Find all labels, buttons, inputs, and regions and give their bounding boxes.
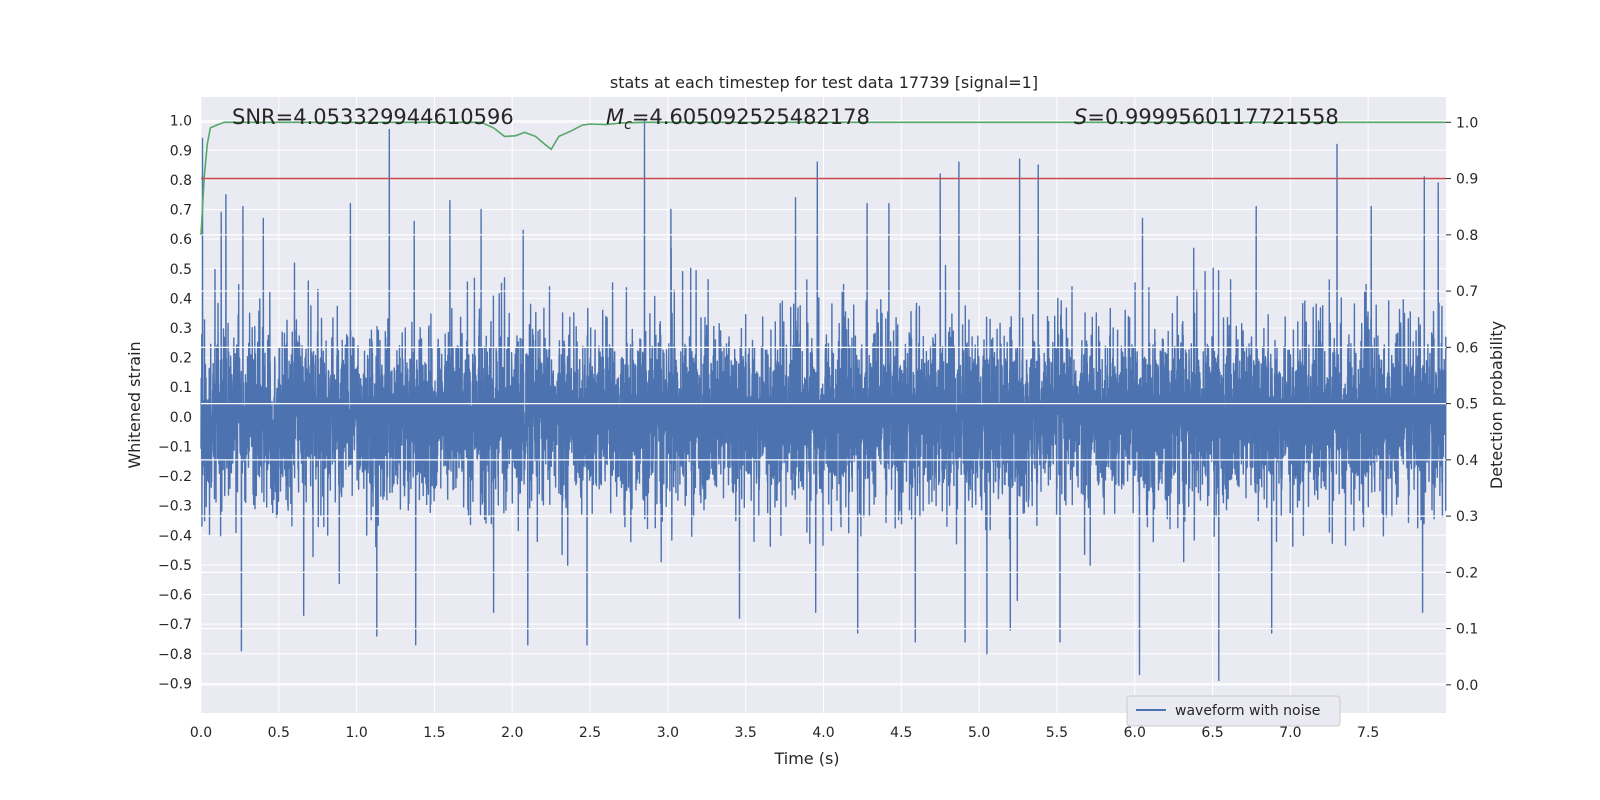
y-tick-label: −0.8 [158, 647, 192, 663]
y-tick-label: 0.4 [170, 291, 192, 307]
y-tick-label: 0.9 [170, 143, 192, 159]
y2-tick-label: 0.2 [1456, 565, 1478, 581]
x-tick-label: 3.0 [657, 725, 679, 741]
probability-series [200, 121, 1446, 686]
x-tick-label: 4.0 [812, 725, 834, 741]
x-tick-label: 1.0 [345, 725, 367, 741]
s-annotation: S=0.9999560117721558 [1074, 105, 1339, 129]
chirp-mass-annotation: Mc=4.605092525482178 [606, 105, 870, 133]
x-axis-label: Time (s) [773, 749, 839, 768]
y-tick-label: −0.3 [158, 499, 192, 515]
x-tick-label: 7.0 [1279, 725, 1301, 741]
y-tick-label: 1.0 [170, 114, 192, 130]
x-tick-label: 5.5 [1046, 725, 1068, 741]
chirp-mass-subscript: c [624, 117, 632, 133]
y-axis-label: Whitened strain [125, 341, 144, 468]
waveform-series [200, 120, 1447, 682]
legend: waveform with noise [1126, 695, 1341, 727]
y-tick-label: 0.6 [170, 232, 192, 248]
y-tick-label: −0.6 [158, 588, 192, 604]
x-tick-label: 3.5 [735, 725, 757, 741]
y2-tick-label: 0.9 [1456, 172, 1478, 188]
y-tick-label: 0.5 [170, 262, 192, 278]
chirp-mass-value: =4.605092525482178 [632, 105, 870, 129]
y-tick-label: 0.3 [170, 321, 192, 337]
x-tick-label: 6.5 [1201, 725, 1223, 741]
y-tick-label: 0.7 [170, 203, 192, 219]
x-tick-label: 5.0 [968, 725, 990, 741]
x-tick-label: 0.0 [190, 725, 212, 741]
x-tick-label: 2.0 [501, 725, 523, 741]
x-tick-label: 0.5 [268, 725, 290, 741]
y-tick-label: −0.9 [158, 676, 192, 692]
y2-tick-labels: 0.0 0.1 0.2 0.3 0.4 0.5 0.6 0.7 0.8 0.9 1.0 [1446, 115, 1478, 694]
y2-tick-label: 0.7 [1456, 284, 1478, 300]
legend-entry-waveform: waveform with noise [1175, 703, 1320, 719]
y2-tick-label: 0.1 [1456, 622, 1478, 638]
y-tick-label: −0.2 [158, 469, 192, 485]
y-tick-label: −0.1 [158, 439, 192, 455]
y-tick-label: −0.7 [158, 617, 192, 633]
y-tick-label: 0.1 [170, 380, 192, 396]
y2-tick-label: 1.0 [1456, 115, 1478, 131]
y2-tick-label: 0.4 [1456, 453, 1478, 469]
x-tick-label: 7.5 [1357, 725, 1379, 741]
probability-line [200, 121, 1446, 235]
y-tick-label: −0.5 [158, 558, 192, 574]
y-tick-labels: −0.9 −0.8 −0.7 −0.6 −0.5 −0.4 −0.3 −0.2 −0.1 0.0 0… [158, 114, 192, 693]
x-tick-label: 2.5 [579, 725, 601, 741]
x-tick-labels: 0.0 0.5 1.0 1.5 2.0 2.5 3.0 3.5 4.0 4.5 5.0 5.5 6.0 6… [190, 725, 1379, 741]
y2-tick-label: 0.0 [1456, 678, 1478, 694]
s-symbol: S [1074, 105, 1087, 129]
y-tick-label: 0.8 [170, 173, 192, 189]
s-value: =0.9999560117721558 [1087, 105, 1338, 129]
chirp-mass-symbol: M [606, 105, 624, 129]
y-tick-label: 0.0 [170, 410, 192, 426]
waveform-line [200, 120, 1447, 682]
snr-annotation: SNR=4.053329944610596 [232, 105, 514, 129]
chart-title: stats at each timestep for test data 177… [610, 73, 1038, 92]
x-tick-label: 1.5 [423, 725, 445, 741]
y2-axis-label: Detection probability [1487, 321, 1506, 489]
y2-tick-label: 0.5 [1456, 397, 1478, 413]
y2-tick-label: 0.6 [1456, 340, 1478, 356]
y-tick-label: −0.4 [158, 528, 192, 544]
x-tick-label: 4.5 [890, 725, 912, 741]
x-tick-label: 6.0 [1124, 725, 1146, 741]
y-tick-label: 0.2 [170, 351, 192, 367]
y2-tick-label: 0.8 [1456, 228, 1478, 244]
legend-box [1126, 695, 1341, 727]
y2-tick-label: 0.3 [1456, 509, 1478, 525]
